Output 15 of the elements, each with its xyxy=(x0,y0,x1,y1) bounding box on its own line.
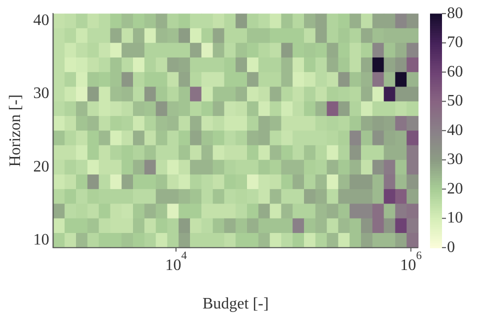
color-bar-label: 10 xyxy=(447,210,463,227)
color-bar-label: 60 xyxy=(447,63,463,80)
y-axis-title: Horizon [-] xyxy=(6,94,24,167)
color-bar-label: 70 xyxy=(447,34,463,52)
color-bar-label: 0 xyxy=(447,238,455,256)
color-bar-label: 80 xyxy=(447,4,463,22)
y-tick-label: 20 xyxy=(33,158,50,176)
color-bar-label: 30 xyxy=(447,151,463,168)
color-bar-label: 50 xyxy=(447,92,463,110)
color-bar-label: 40 xyxy=(447,122,463,139)
y-tick-label: 10 xyxy=(33,231,50,248)
x-axis-title: Budget [-] xyxy=(202,296,269,313)
y-tick-label: 30 xyxy=(33,85,50,102)
color-bar-label: 20 xyxy=(447,180,463,198)
y-tick-label: 40 xyxy=(33,12,50,30)
